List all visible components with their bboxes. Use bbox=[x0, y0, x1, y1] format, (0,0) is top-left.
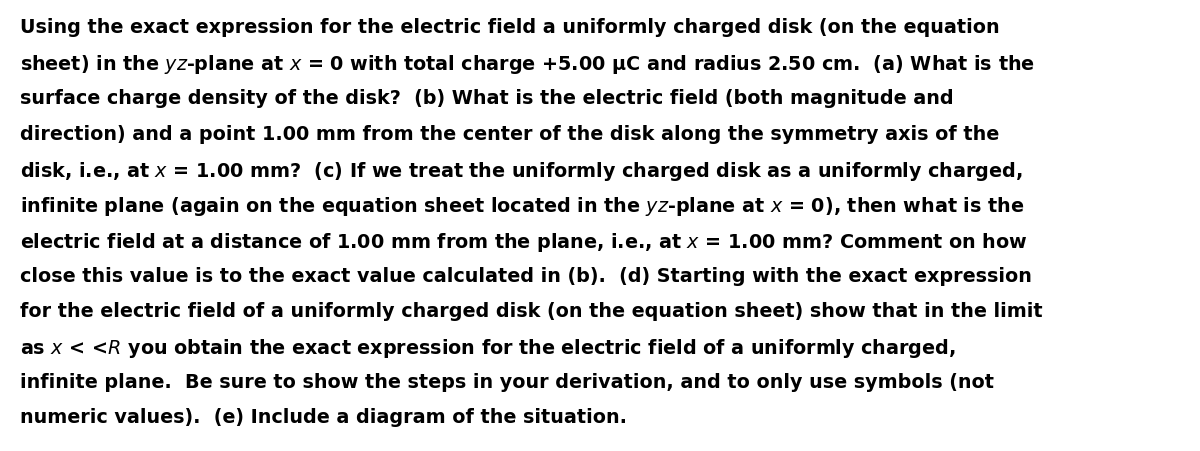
Text: Using the exact expression for the electric field a uniformly charged disk (on t: Using the exact expression for the elect… bbox=[20, 18, 1000, 37]
Text: numeric values).  (e) Include a diagram of the situation.: numeric values). (e) Include a diagram o… bbox=[20, 408, 628, 427]
Text: as $\mathit{x}$ < <$\mathit{R}$ you obtain the exact expression for the electric: as $\mathit{x}$ < <$\mathit{R}$ you obta… bbox=[20, 337, 955, 360]
Text: close this value is to the exact value calculated in (b).  (d) Starting with the: close this value is to the exact value c… bbox=[20, 266, 1032, 285]
Text: infinite plane.  Be sure to show the steps in your derivation, and to only use s: infinite plane. Be sure to show the step… bbox=[20, 372, 994, 391]
Text: infinite plane (again on the equation sheet located in the $\mathit{yz}$-plane a: infinite plane (again on the equation sh… bbox=[20, 195, 1025, 218]
Text: disk, i.e., at $\mathit{x}$ = 1.00 mm?  (c) If we treat the uniformly charged di: disk, i.e., at $\mathit{x}$ = 1.00 mm? (… bbox=[20, 160, 1022, 183]
Text: surface charge density of the disk?  (b) What is the electric field (both magnit: surface charge density of the disk? (b) … bbox=[20, 89, 954, 108]
Text: for the electric field of a uniformly charged disk (on the equation sheet) show : for the electric field of a uniformly ch… bbox=[20, 301, 1043, 320]
Text: electric field at a distance of 1.00 mm from the plane, i.e., at $\mathit{x}$ = : electric field at a distance of 1.00 mm … bbox=[20, 230, 1027, 253]
Text: sheet) in the $\mathit{yz}$-plane at $\mathit{x}$ = 0 with total charge +5.00 μC: sheet) in the $\mathit{yz}$-plane at $\m… bbox=[20, 53, 1034, 76]
Text: direction) and a point 1.00 mm from the center of the disk along the symmetry ax: direction) and a point 1.00 mm from the … bbox=[20, 124, 1000, 143]
